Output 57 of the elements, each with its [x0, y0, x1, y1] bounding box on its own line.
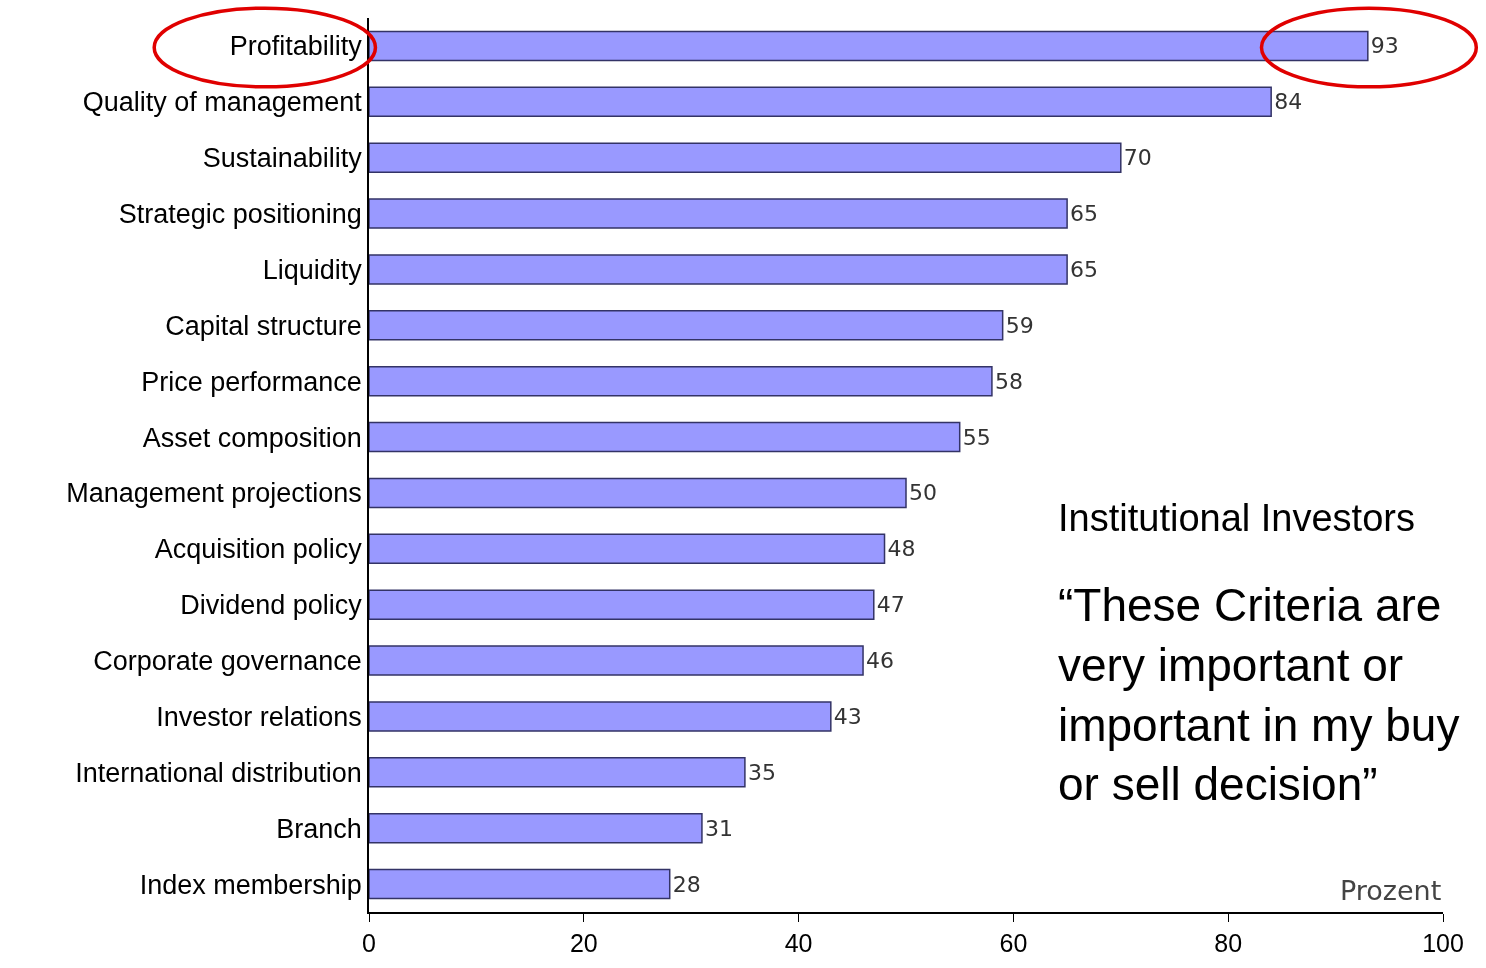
- data-label: 55: [962, 424, 991, 450]
- x-tick-label: 40: [784, 928, 813, 957]
- data-label: 48: [887, 536, 916, 562]
- data-label: 84: [1274, 89, 1303, 115]
- bar: [369, 477, 907, 509]
- y-tick-label: International distribution: [75, 757, 362, 788]
- bar: [369, 868, 671, 900]
- data-label: 46: [866, 648, 895, 674]
- data-label: 93: [1370, 33, 1399, 59]
- y-tick-label: Investor relations: [156, 701, 362, 732]
- bar: [369, 757, 746, 788]
- bar: [369, 421, 961, 453]
- bar: [369, 533, 886, 565]
- bar: [369, 365, 993, 397]
- data-label: 65: [1070, 256, 1099, 282]
- y-tick-label: Branch: [276, 813, 362, 844]
- bar: [369, 812, 703, 844]
- x-tick-label: 100: [1422, 928, 1464, 957]
- bar: [369, 198, 1068, 229]
- y-tick-label: Dividend policy: [180, 590, 363, 621]
- data-label: 65: [1070, 201, 1099, 227]
- bar: [369, 30, 1369, 62]
- y-tick-label: Asset composition: [142, 422, 362, 453]
- data-label: 35: [747, 759, 776, 785]
- data-label: 28: [672, 871, 701, 897]
- y-tick-label: Profitability: [229, 31, 363, 62]
- annotation: “These Criteria are very important or important in my buy or sell decision”: [1058, 579, 1460, 811]
- data-label: 70: [1123, 145, 1152, 171]
- data-label: 59: [1005, 312, 1034, 338]
- annotation: Institutional Investors: [1058, 497, 1415, 539]
- x-tick-label: 20: [569, 928, 598, 957]
- data-label: 43: [833, 703, 862, 729]
- y-tick-label: Corporate governance: [93, 646, 362, 677]
- data-label: 50: [909, 480, 937, 506]
- y-tick-label: Index membership: [139, 869, 362, 900]
- x-tick-label: 60: [999, 928, 1028, 957]
- data-label: 31: [704, 815, 733, 841]
- y-tick-label: Quality of management: [82, 87, 363, 118]
- bar: [369, 701, 832, 732]
- data-label: 47: [876, 592, 905, 618]
- bar: [369, 589, 875, 620]
- x-axis-title: Prozent: [1340, 875, 1442, 906]
- bar: [369, 310, 1004, 341]
- y-tick-label: Acquisition policy: [154, 534, 363, 565]
- y-tick-label: Liquidity: [262, 254, 363, 285]
- x-tick-label: 80: [1214, 928, 1243, 957]
- y-tick-label: Management projections: [66, 478, 362, 509]
- x-tick-label: 0: [362, 928, 376, 957]
- bar: [369, 254, 1068, 285]
- bar: [369, 645, 864, 676]
- y-tick-label: Strategic positioning: [118, 199, 362, 230]
- y-tick-label: Sustainability: [202, 143, 363, 174]
- y-tick-label: Capital structure: [165, 310, 362, 341]
- y-tick-label: Price performance: [141, 366, 362, 397]
- data-label: 58: [994, 368, 1023, 394]
- bar: [369, 86, 1272, 118]
- bar: [369, 142, 1122, 173]
